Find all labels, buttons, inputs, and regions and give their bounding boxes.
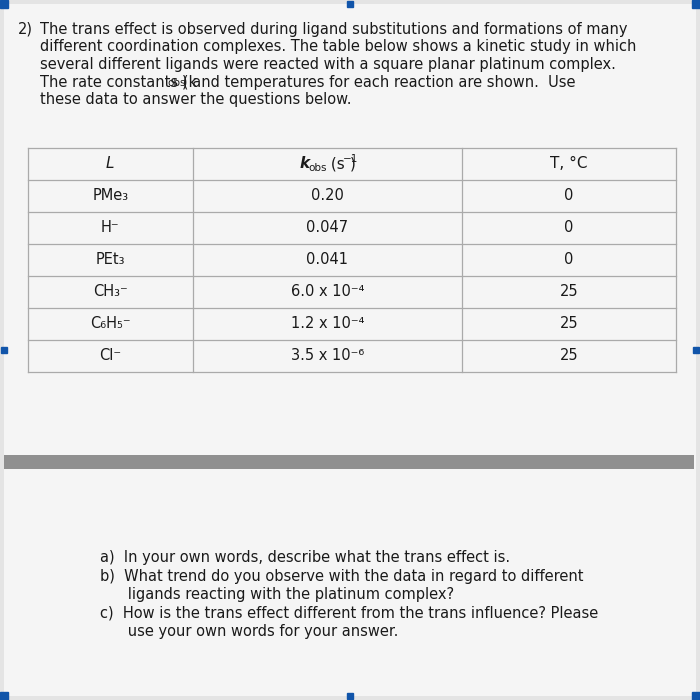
Text: these data to answer the questions below.: these data to answer the questions below…: [40, 92, 351, 107]
Text: 6.0 x 10⁻⁴: 6.0 x 10⁻⁴: [290, 284, 364, 300]
Text: different coordination complexes. The table below shows a kinetic study in which: different coordination complexes. The ta…: [40, 39, 636, 55]
Text: (s: (s: [326, 157, 345, 172]
Text: 0: 0: [564, 220, 573, 235]
Text: ): ): [350, 157, 356, 172]
Text: use your own words for your answer.: use your own words for your answer.: [100, 624, 398, 639]
Text: ) and temperatures for each reaction are shown.  Use: ) and temperatures for each reaction are…: [182, 74, 575, 90]
Text: obs: obs: [168, 78, 186, 88]
Text: 25: 25: [559, 349, 578, 363]
Text: C₆H₅⁻: C₆H₅⁻: [90, 316, 131, 332]
Text: −1: −1: [343, 154, 358, 164]
Text: The rate constants (k: The rate constants (k: [40, 74, 197, 90]
Text: 0.20: 0.20: [311, 188, 344, 204]
Text: 0.041: 0.041: [307, 253, 349, 267]
Text: 25: 25: [559, 284, 578, 300]
Text: 0: 0: [564, 253, 573, 267]
Text: 0.047: 0.047: [306, 220, 349, 235]
Text: several different ligands were reacted with a square planar platinum complex.: several different ligands were reacted w…: [40, 57, 616, 72]
Text: k: k: [300, 157, 309, 172]
Text: c)  How is the trans effect different from the trans influence? Please: c) How is the trans effect different fro…: [100, 606, 598, 620]
Text: PEt₃: PEt₃: [95, 253, 125, 267]
Text: H⁻: H⁻: [101, 220, 120, 235]
Text: b)  What trend do you observe with the data in regard to different: b) What trend do you observe with the da…: [100, 568, 584, 584]
Text: 2): 2): [18, 22, 33, 37]
Text: a)  In your own words, describe what the trans effect is.: a) In your own words, describe what the …: [100, 550, 510, 565]
Text: PMe₃: PMe₃: [92, 188, 128, 204]
Text: 25: 25: [559, 316, 578, 332]
Text: T, °C: T, °C: [550, 157, 587, 172]
Text: obs: obs: [308, 163, 327, 173]
Text: Cl⁻: Cl⁻: [99, 349, 121, 363]
Text: 0: 0: [564, 188, 573, 204]
Text: CH₃⁻: CH₃⁻: [93, 284, 127, 300]
Text: ligands reacting with the platinum complex?: ligands reacting with the platinum compl…: [100, 587, 454, 602]
Text: The trans effect is observed during ligand substitutions and formations of many: The trans effect is observed during liga…: [40, 22, 627, 37]
Text: 1.2 x 10⁻⁴: 1.2 x 10⁻⁴: [290, 316, 364, 332]
Text: 3.5 x 10⁻⁶: 3.5 x 10⁻⁶: [290, 349, 364, 363]
Bar: [4, 455, 694, 469]
Text: L: L: [106, 157, 115, 172]
